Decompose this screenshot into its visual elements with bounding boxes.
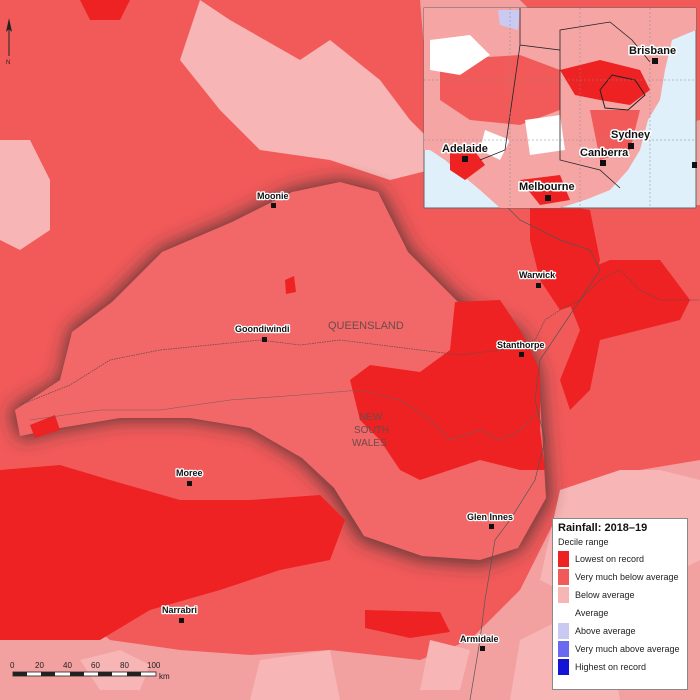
- focus-record-low-areas: [0, 276, 545, 640]
- svg-text:Stanthorpe: Stanthorpe: [497, 340, 545, 350]
- scale-tick-60: 60: [91, 661, 100, 670]
- inset-city-canberra: Canberra: [580, 147, 629, 159]
- inset-city-brisbane: Brisbane: [629, 45, 676, 57]
- svg-text:Moree: Moree: [176, 468, 203, 478]
- legend-item: Average: [558, 604, 682, 622]
- town-stanthorpe: Stanthorpe: [496, 339, 546, 357]
- legend-swatch: [558, 551, 569, 567]
- town-moree: Moree: [175, 467, 204, 486]
- legend-label: Very much below average: [575, 572, 679, 582]
- town-narrabri: Narrabri: [161, 604, 198, 623]
- legend-item: Very much below average: [558, 568, 682, 586]
- svg-text:Goondiwindi: Goondiwindi: [235, 324, 290, 334]
- legend-item: Highest on record: [558, 658, 682, 676]
- town-armidale: Armidale: [459, 633, 500, 651]
- legend-item: Above average: [558, 622, 682, 640]
- state-border: [19, 269, 700, 406]
- legend-item: Very much above average: [558, 640, 682, 658]
- inset-map: Brisbane Sydney Adelaide Canberra Melbou…: [423, 7, 697, 209]
- legend-label: Lowest on record: [575, 554, 645, 564]
- inset-city-sydney: Sydney: [611, 129, 651, 141]
- legend-label: Above average: [575, 626, 636, 636]
- scale-tick-0: 0: [10, 661, 15, 670]
- escarpment-line: [469, 199, 601, 700]
- north-arrow-icon: N: [6, 18, 12, 66]
- legend-label: Average: [575, 608, 609, 618]
- legend-item: Lowest on record: [558, 550, 682, 568]
- region-label-nsw-3: WALES: [352, 438, 387, 449]
- river-lines: [29, 389, 541, 441]
- svg-text:Narrabri: Narrabri: [162, 605, 197, 615]
- legend: Rainfall: 2018–19 Decile range Lowest on…: [552, 518, 688, 690]
- region-label-queensland: QUEENSLAND: [328, 320, 404, 332]
- inset-city-adelaide: Adelaide: [442, 143, 488, 155]
- town-goondiwindi: Goondiwindi: [234, 323, 291, 342]
- legend-label: Very much above average: [575, 644, 680, 654]
- scale-bar: 0 20 40 60 80 100 km: [10, 661, 170, 681]
- legend-swatch: [558, 659, 569, 675]
- town-moonie: Moonie: [256, 190, 290, 208]
- town-warwick: Warwick: [518, 269, 557, 288]
- scale-unit: km: [159, 672, 170, 681]
- svg-text:Warwick: Warwick: [519, 270, 556, 280]
- legend-label: Below average: [575, 590, 635, 600]
- svg-text:Moonie: Moonie: [257, 191, 289, 201]
- town-glen-innes: Glen Innes: [466, 511, 514, 529]
- legend-swatch: [558, 605, 569, 621]
- north-label: N: [6, 60, 10, 66]
- legend-title: Rainfall: 2018–19: [558, 522, 648, 534]
- scale-tick-40: 40: [63, 661, 72, 670]
- legend-swatch: [558, 587, 569, 603]
- legend-label: Highest on record: [575, 662, 647, 672]
- region-label-nsw-1: NEW: [359, 412, 383, 423]
- inset-record-low: [560, 60, 650, 105]
- region-label-nsw-2: SOUTH: [354, 425, 389, 436]
- legend-subtitle: Decile range: [558, 537, 609, 547]
- scale-tick-20: 20: [35, 661, 44, 670]
- scale-tick-80: 80: [120, 661, 129, 670]
- inset-city-melbourne: Melbourne: [519, 181, 575, 193]
- svg-text:Armidale: Armidale: [460, 634, 499, 644]
- legend-item: Below average: [558, 586, 682, 604]
- outer-record-low-areas: [80, 0, 690, 410]
- legend-swatch: [558, 569, 569, 585]
- scale-tick-100: 100: [147, 661, 161, 670]
- legend-swatch: [558, 623, 569, 639]
- svg-text:Glen Innes: Glen Innes: [467, 512, 513, 522]
- legend-swatch: [558, 641, 569, 657]
